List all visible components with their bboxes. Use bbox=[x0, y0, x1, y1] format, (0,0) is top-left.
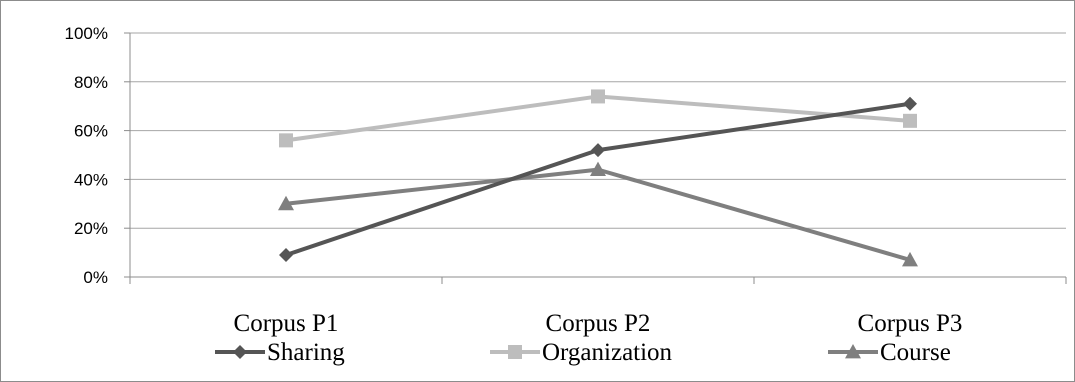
legend-marker-organization bbox=[508, 345, 522, 359]
data-point-organization bbox=[279, 133, 293, 148]
y-tick-label: 60% bbox=[74, 122, 108, 141]
x-tick-label: Corpus P3 bbox=[858, 310, 963, 337]
data-point-course bbox=[902, 251, 918, 267]
y-tick-label: 100% bbox=[65, 24, 108, 43]
y-tick-label: 20% bbox=[74, 219, 108, 238]
y-tick-label: 0% bbox=[83, 268, 108, 287]
y-tick-label: 40% bbox=[74, 170, 108, 189]
data-point-organization bbox=[591, 89, 605, 104]
data-point-organization bbox=[903, 113, 917, 128]
data-point-course bbox=[590, 161, 606, 177]
legend-label-course: Course bbox=[880, 339, 951, 366]
legend-label-organization: Organization bbox=[542, 339, 673, 366]
x-tick-label: Corpus P2 bbox=[546, 310, 651, 337]
legend-marker-course bbox=[845, 344, 861, 359]
x-tick-label: Corpus P1 bbox=[234, 310, 339, 337]
data-point-sharing bbox=[903, 96, 917, 111]
legend-marker-sharing bbox=[233, 345, 247, 359]
data-point-sharing bbox=[279, 248, 293, 263]
data-point-sharing bbox=[591, 143, 605, 158]
y-tick-label: 80% bbox=[74, 73, 108, 92]
series-line-course bbox=[285, 167, 911, 262]
data-point-course bbox=[278, 195, 294, 211]
legend-label-sharing: Sharing bbox=[267, 339, 345, 366]
